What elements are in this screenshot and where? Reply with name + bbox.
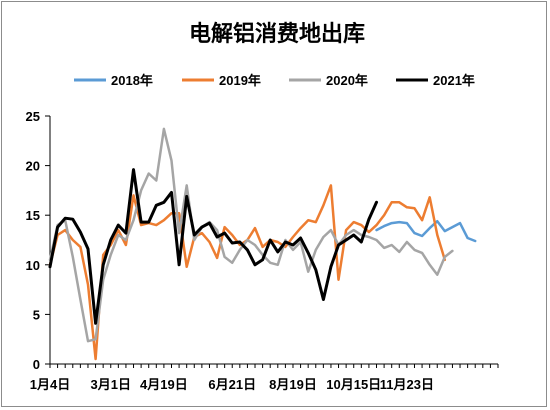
x-tick-label: 6月21日 [208, 377, 256, 392]
x-tick-label: 4月19日 [140, 377, 188, 392]
y-tick-label: 10 [26, 258, 40, 273]
series-line-3 [48, 127, 454, 343]
x-tick-label: 11月23日 [380, 377, 434, 392]
chart-legend: 2018年 2019年 2020年 2021年 [74, 73, 475, 88]
legend-item: 2018年 [74, 73, 153, 88]
x-tick-label: 1月4日 [30, 377, 70, 392]
chart-title: 电解铝消费地出库 [189, 21, 365, 47]
y-tick-label: 15 [26, 208, 40, 223]
series-line-4 [48, 168, 378, 325]
x-tick-label: 8月19日 [269, 377, 317, 392]
chart-series-layer [48, 127, 477, 361]
legend-label: 2019年 [219, 73, 261, 88]
legend-label: 2020年 [326, 73, 368, 88]
legend-item: 2020年 [289, 73, 368, 88]
chart-axes: 0 5 10 15 20 25 1月4日 3月1日 4月19日 6月21日 8月19日 10月15日1… [26, 109, 499, 392]
x-tick-label: 10月15日 [326, 377, 381, 392]
y-tick-label: 20 [26, 159, 40, 174]
y-tick-label: 0 [33, 357, 40, 372]
y-tick-label: 25 [26, 109, 40, 124]
legend-label: 2021年 [433, 73, 475, 88]
series-line-2 [48, 184, 447, 361]
x-tick-label: 3月1日 [91, 377, 131, 392]
legend-label: 2018年 [111, 73, 153, 88]
legend-item: 2019年 [182, 73, 261, 88]
y-tick-label: 5 [33, 307, 40, 322]
legend-item: 2021年 [396, 73, 475, 88]
series-line-1 [375, 219, 477, 243]
